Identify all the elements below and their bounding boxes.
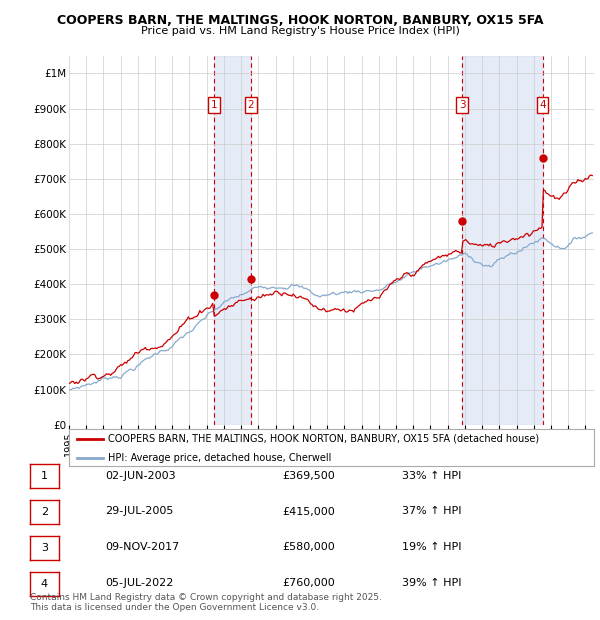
Text: 3: 3 (459, 100, 466, 110)
Text: 09-NOV-2017: 09-NOV-2017 (105, 542, 179, 552)
Text: 3: 3 (41, 543, 48, 553)
Text: 05-JUL-2022: 05-JUL-2022 (105, 578, 173, 588)
Text: 39% ↑ HPI: 39% ↑ HPI (402, 578, 461, 588)
Text: 29-JUL-2005: 29-JUL-2005 (105, 507, 173, 516)
Text: 19% ↑ HPI: 19% ↑ HPI (402, 542, 461, 552)
Text: 37% ↑ HPI: 37% ↑ HPI (402, 507, 461, 516)
Text: COOPERS BARN, THE MALTINGS, HOOK NORTON, BANBURY, OX15 5FA (detached house): COOPERS BARN, THE MALTINGS, HOOK NORTON,… (109, 434, 539, 444)
Text: £580,000: £580,000 (282, 542, 335, 552)
Text: 2: 2 (41, 507, 48, 517)
Text: 2: 2 (248, 100, 254, 110)
Text: 1: 1 (41, 471, 48, 481)
Text: 4: 4 (41, 579, 48, 589)
Bar (214, 56, 251, 425)
Text: £760,000: £760,000 (282, 578, 335, 588)
Text: 02-JUN-2003: 02-JUN-2003 (105, 471, 176, 480)
Text: £369,500: £369,500 (282, 471, 335, 480)
Text: 1: 1 (211, 100, 217, 110)
Text: 33% ↑ HPI: 33% ↑ HPI (402, 471, 461, 480)
Text: 4: 4 (539, 100, 546, 110)
Text: £415,000: £415,000 (282, 507, 335, 516)
Text: COOPERS BARN, THE MALTINGS, HOOK NORTON, BANBURY, OX15 5FA: COOPERS BARN, THE MALTINGS, HOOK NORTON,… (57, 14, 543, 27)
Text: Contains HM Land Registry data © Crown copyright and database right 2025.
This d: Contains HM Land Registry data © Crown c… (30, 593, 382, 612)
Text: HPI: Average price, detached house, Cherwell: HPI: Average price, detached house, Cher… (109, 453, 332, 463)
Bar (463, 56, 542, 425)
Text: Price paid vs. HM Land Registry's House Price Index (HPI): Price paid vs. HM Land Registry's House … (140, 26, 460, 36)
